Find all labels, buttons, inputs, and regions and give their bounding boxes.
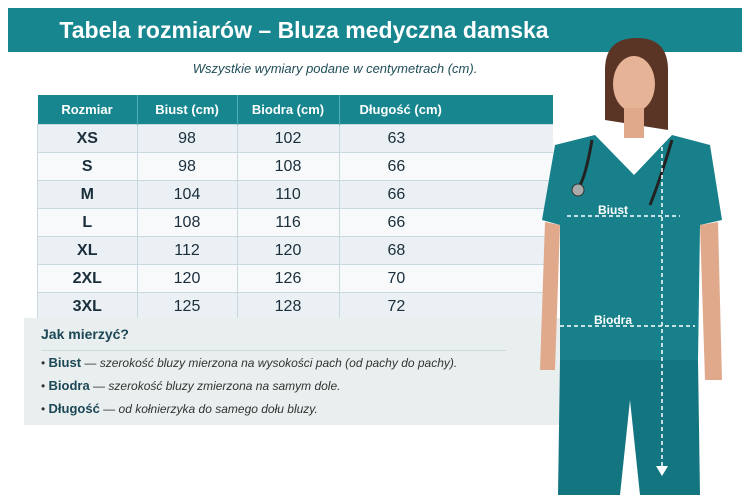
size-table: Rozmiar Biust (cm) Biodra (cm) Długość (… <box>37 95 553 321</box>
hip-cell: 120 <box>237 236 340 265</box>
arrow-down-icon <box>656 466 668 476</box>
table-row: 2XL 120 126 70 <box>37 264 553 293</box>
table-row: XS 98 102 63 <box>37 124 553 153</box>
table-row: S 98 108 66 <box>37 152 553 181</box>
table-row: M 104 110 66 <box>37 180 553 209</box>
face <box>613 56 655 112</box>
size-cell: 3XL <box>37 292 138 321</box>
length-cell: 66 <box>339 208 553 237</box>
scrub-pants <box>558 360 700 495</box>
size-cell: M <box>37 180 138 209</box>
list-item: • Długość — od kołnierzyka do samego doł… <box>41 401 318 416</box>
size-cell: XS <box>37 124 138 153</box>
size-cell: 2XL <box>37 264 138 293</box>
how-to-title: Jak mierzyć? <box>41 326 129 342</box>
table-row: L 108 116 66 <box>37 208 553 237</box>
list-item: • Biust — szerokość bluzy mierzona na wy… <box>41 355 458 370</box>
length-cell: 66 <box>339 180 553 209</box>
subtitle: Wszystkie wymiary podane w centymetrach … <box>192 61 478 76</box>
column-header: Długość (cm) <box>339 95 553 125</box>
length-cell: 72 <box>339 292 553 321</box>
divider <box>41 350 506 351</box>
scrub-top <box>542 135 722 360</box>
size-cell: S <box>37 152 138 181</box>
column-header: Rozmiar <box>37 95 138 125</box>
table-row: 3XL 125 128 72 <box>37 292 553 321</box>
bust-cell: 98 <box>137 124 238 153</box>
size-cell: XL <box>37 236 138 265</box>
length-cell: 66 <box>339 152 553 181</box>
hip-label: Biodra <box>594 313 633 327</box>
hip-cell: 128 <box>237 292 340 321</box>
table-row: XL 112 120 68 <box>37 236 553 265</box>
bust-cell: 120 <box>137 264 238 293</box>
bust-cell: 98 <box>137 152 238 181</box>
arms <box>540 222 722 380</box>
hip-cell: 126 <box>237 264 340 293</box>
length-cell: 68 <box>339 236 553 265</box>
table-header: Rozmiar Biust (cm) Biodra (cm) Długość (… <box>37 95 553 125</box>
bust-cell: 112 <box>137 236 238 265</box>
list-item: • Biodra — szerokość bluzy zmierzona na … <box>41 378 341 393</box>
page-title: Tabela rozmiarów – Bluza medyczna damska <box>59 17 549 43</box>
hip-cell: 102 <box>237 124 340 153</box>
size-cell: L <box>37 208 138 237</box>
length-cell: 70 <box>339 264 553 293</box>
bust-cell: 108 <box>137 208 238 237</box>
stethoscope-chest-piece <box>571 183 585 197</box>
column-header: Biodra (cm) <box>237 95 340 125</box>
neck <box>624 108 644 138</box>
how-to-measure-box: Jak mierzyć? • Biust — szerokość bluzy m… <box>24 318 560 425</box>
column-header: Biust (cm) <box>137 95 238 125</box>
hip-cell: 108 <box>237 152 340 181</box>
hip-cell: 116 <box>237 208 340 237</box>
bust-cell: 125 <box>137 292 238 321</box>
bust-cell: 104 <box>137 180 238 209</box>
bust-label: Biust <box>598 203 628 217</box>
hip-cell: 110 <box>237 180 340 209</box>
model-figure <box>540 38 722 495</box>
